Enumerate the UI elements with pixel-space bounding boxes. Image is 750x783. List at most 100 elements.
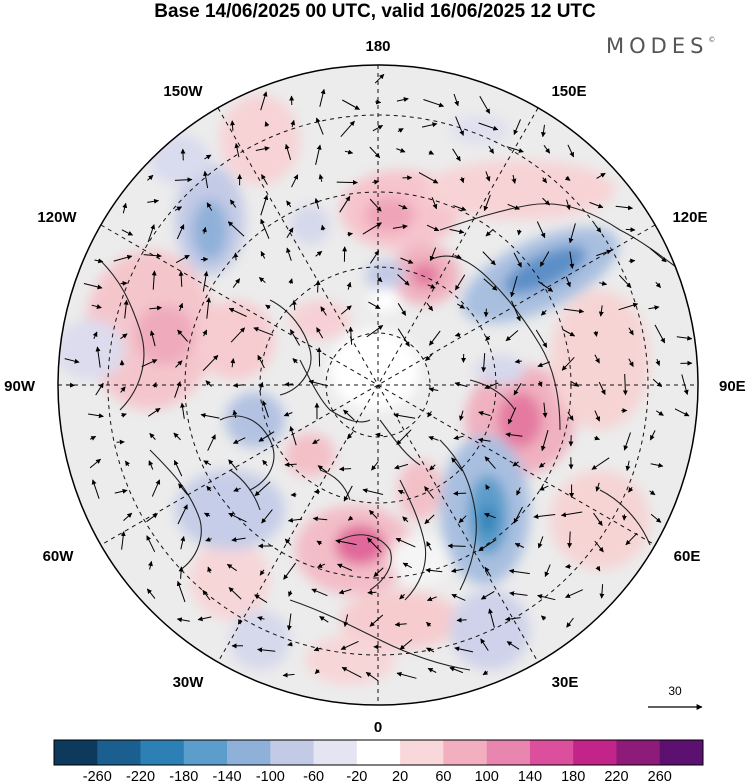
wind-arrow	[402, 516, 409, 523]
wind-arrow	[598, 381, 606, 395]
wind-arrow	[544, 564, 551, 578]
wind-arrow	[539, 485, 549, 491]
wind-arrow	[206, 485, 212, 492]
wind-arrow	[286, 200, 292, 208]
wind-arrow	[120, 531, 126, 550]
colorbar-tick-label: -140	[213, 769, 242, 783]
wind-arrow	[230, 358, 236, 368]
wind-arrow	[543, 145, 551, 154]
wind-arrow	[315, 280, 321, 293]
colorbar-swatch	[573, 740, 617, 765]
colorbar-swatch	[227, 740, 271, 765]
wind-arrow	[258, 381, 264, 393]
wind-arrow	[282, 672, 295, 678]
wind-arrow	[206, 297, 212, 319]
wind-arrow	[431, 197, 438, 210]
wind-arrow	[284, 538, 292, 546]
wind-arrow	[291, 299, 297, 311]
wind-arrow	[88, 413, 104, 419]
wind-arrow	[537, 380, 543, 388]
wind-arrow	[121, 229, 134, 236]
wind-arrow	[537, 280, 554, 292]
wind-arrow	[539, 251, 550, 267]
wind-arrow	[483, 278, 498, 291]
wind-arrow	[149, 330, 156, 347]
wind-arrow	[451, 457, 463, 472]
wind-arrow	[566, 617, 574, 628]
wind-arrow	[362, 488, 384, 495]
wind-arrow	[253, 327, 274, 336]
colorbar-tick-label: 20	[392, 769, 408, 783]
wind-arrow	[485, 335, 491, 342]
lon-label-90w: 90W	[4, 378, 36, 395]
wind-arrow	[374, 73, 385, 84]
wind-arrow	[458, 515, 467, 524]
wind-arrow	[453, 205, 467, 212]
wind-arrow	[175, 360, 183, 368]
wind-arrow	[565, 589, 584, 598]
wind-arrow	[484, 566, 492, 577]
wind-arrow	[317, 563, 326, 568]
wind-arrow	[178, 566, 184, 579]
wind-arrow	[257, 647, 276, 653]
wind-arrow	[178, 302, 184, 311]
wind-arrow	[506, 146, 524, 153]
wind-arrow	[593, 512, 603, 527]
wind-arrow	[599, 280, 608, 286]
wind-arrow	[174, 206, 183, 212]
wind-arrow	[373, 567, 384, 577]
wind-arrow	[625, 532, 638, 546]
wind-arrow	[315, 117, 324, 135]
wind-arrow	[561, 356, 575, 371]
colorbar-swatch	[529, 740, 574, 765]
wind-arrow	[232, 437, 246, 444]
wind-arrow	[315, 144, 322, 166]
wind-arrow	[396, 671, 417, 679]
colorbar-tick-label: 180	[561, 769, 585, 783]
wind-arrow	[289, 426, 297, 446]
wind-arrow	[319, 88, 326, 107]
colorbar-tick-label: 260	[648, 769, 672, 783]
wind-arrow	[484, 382, 499, 389]
wind-arrow	[362, 222, 382, 235]
wind-arrow	[288, 590, 293, 597]
wind-arrow	[228, 459, 238, 471]
wind-arrow	[392, 224, 408, 230]
wind-arrow	[94, 258, 104, 264]
colorbar-frame	[53, 739, 704, 766]
wind-arrow	[537, 536, 544, 549]
wind-arrow	[254, 481, 271, 497]
wind-arrow	[120, 333, 128, 340]
wind-arrow	[226, 563, 237, 572]
wind-arrow	[480, 638, 489, 651]
wind-arrow	[508, 568, 530, 575]
wind-arrow	[255, 146, 270, 152]
wind-arrow	[482, 670, 489, 676]
wind-arrow	[396, 97, 409, 103]
wind-arrow	[342, 99, 360, 110]
wind-arrow	[264, 121, 270, 127]
wind-arrow	[147, 174, 154, 181]
lon-label-120e: 120E	[672, 209, 707, 226]
wind-arrow	[459, 410, 464, 421]
wind-arrow	[369, 146, 381, 159]
wind-arrow	[202, 271, 209, 292]
wind-arrow	[395, 537, 416, 548]
colorbar-swatch	[659, 740, 704, 765]
colorbar-swatch	[183, 740, 228, 765]
map-disc	[58, 65, 698, 705]
wind-arrow	[257, 616, 265, 621]
lon-label-30e: 30E	[552, 674, 579, 691]
wind-arrow	[148, 560, 153, 570]
wind-arrow	[397, 328, 410, 347]
wind-arrow	[308, 379, 329, 387]
longitude-labels: 180 0 90W 90E 150W 120W 150E 120E 60W 30…	[4, 38, 746, 736]
wind-arrow	[650, 248, 667, 263]
lon-label-180: 180	[365, 38, 390, 55]
wind-arrow	[204, 154, 212, 160]
wind-arrow	[505, 432, 523, 438]
wind-arrow	[228, 512, 247, 523]
colorbar: -260 -220 -180 -140 -100 -60 -20 20 60 100 140 180 2…	[53, 739, 704, 783]
wind-arrow	[205, 380, 212, 387]
wind-arrow	[174, 177, 193, 183]
